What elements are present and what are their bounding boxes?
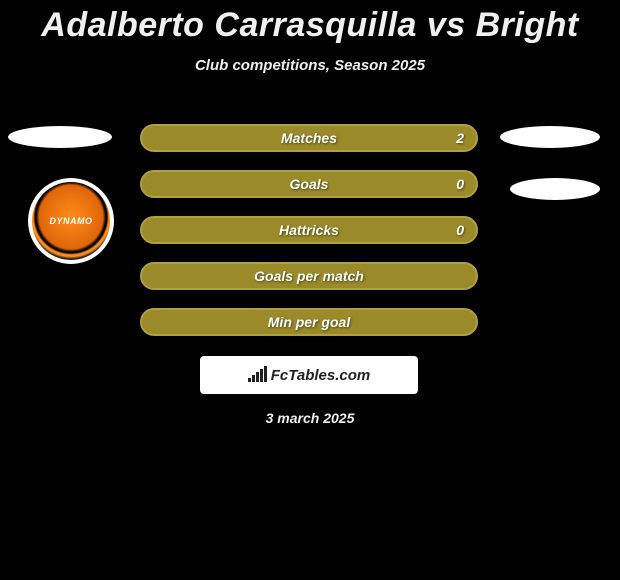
ellipse-top-left	[8, 126, 112, 148]
stat-value-right: 0	[456, 176, 464, 192]
footer-date: 3 march 2025	[0, 410, 620, 426]
watermark-text: FcTables.com	[271, 367, 370, 384]
stat-row: Matches 2	[140, 124, 478, 152]
stat-row: Goals 0	[140, 170, 478, 198]
club-logo-left-inner: DYNAMO	[32, 182, 110, 260]
stat-row: Goals per match	[140, 262, 478, 290]
ellipse-top-right	[500, 126, 600, 148]
stat-value-right: 2	[456, 130, 464, 146]
stat-label: Goals	[290, 176, 329, 192]
club-logo-left: DYNAMO	[28, 178, 114, 264]
stat-row: Min per goal	[140, 308, 478, 336]
stat-label: Matches	[281, 130, 337, 146]
page-title: Adalberto Carrasquilla vs Bright	[0, 0, 620, 45]
watermark: FcTables.com	[200, 356, 418, 394]
bar-chart-icon	[248, 368, 267, 382]
page-subtitle: Club competitions, Season 2025	[0, 57, 620, 74]
stats-panel: Matches 2 Goals 0 Hattricks 0 Goals per match M…	[140, 124, 478, 354]
stat-label: Hattricks	[279, 222, 339, 238]
stat-label: Goals per match	[254, 268, 364, 284]
stat-row: Hattricks 0	[140, 216, 478, 244]
ellipse-right-2	[510, 178, 600, 200]
stat-label: Min per goal	[268, 314, 350, 330]
stat-value-right: 0	[456, 222, 464, 238]
